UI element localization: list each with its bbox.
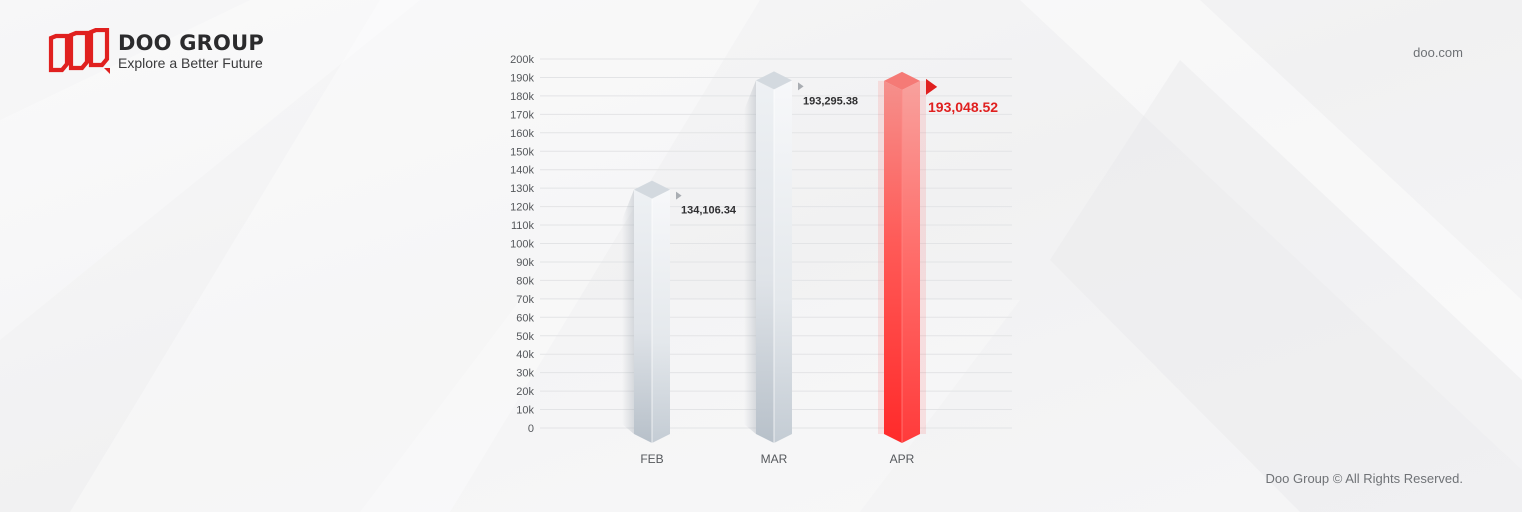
y-tick-label: 110k	[511, 220, 535, 232]
value-label: 193,048.52	[928, 99, 998, 115]
triangle-marker-icon	[926, 78, 938, 95]
y-tick-label: 30k	[516, 368, 534, 380]
doo-logo-icon	[48, 28, 110, 74]
y-tick-label: 90k	[516, 257, 534, 269]
bar-mar	[744, 71, 792, 443]
triangle-marker-icon	[798, 82, 804, 91]
x-tick-label: FEB	[640, 452, 663, 466]
y-tick-label: 170k	[510, 109, 534, 121]
value-label: 134,106.34	[681, 205, 737, 217]
x-axis: FEB MAR APR	[640, 452, 914, 466]
y-tick-label: 20k	[516, 386, 534, 398]
brand-name: DOO GROUP	[118, 31, 264, 55]
y-tick-label: 10k	[516, 405, 534, 417]
triangle-marker-icon	[676, 191, 682, 200]
y-tick-label: 140k	[510, 165, 534, 177]
y-tick-label: 160k	[510, 128, 534, 140]
y-tick-label: 50k	[516, 331, 534, 343]
y-tick-label: 80k	[516, 275, 534, 287]
x-tick-label: MAR	[761, 452, 788, 466]
y-tick-label: 150k	[510, 146, 534, 158]
y-tick-label: 190k	[510, 72, 534, 84]
y-axis: 0 10k 20k 30k 40k 50k 60k 70k 80k 90k 100k 110k 120k…	[510, 54, 534, 435]
brand-tagline: Explore a Better Future	[118, 55, 263, 71]
site-url[interactable]: doo.com	[1413, 45, 1463, 60]
value-label: 193,295.38	[803, 95, 858, 107]
copyright-text: Doo Group © All Rights Reserved.	[1265, 471, 1463, 486]
y-tick-label: 70k	[516, 294, 534, 306]
y-tick-label: 40k	[516, 349, 534, 361]
brand: DOO GROUP Explore a Better Future	[48, 28, 264, 74]
bar-feb	[622, 180, 670, 443]
value-labels: 134,106.34 193,295.38 193,048.52	[676, 78, 998, 217]
bar-apr	[878, 71, 926, 444]
y-tick-label: 100k	[510, 239, 534, 251]
y-tick-label: 0	[528, 423, 534, 435]
y-tick-label: 120k	[510, 202, 534, 214]
y-tick-label: 180k	[510, 91, 534, 103]
y-tick-label: 130k	[510, 183, 534, 195]
bars	[622, 71, 926, 444]
x-tick-label: APR	[890, 452, 915, 466]
y-tick-label: 200k	[510, 54, 534, 66]
y-tick-label: 60k	[516, 312, 534, 324]
